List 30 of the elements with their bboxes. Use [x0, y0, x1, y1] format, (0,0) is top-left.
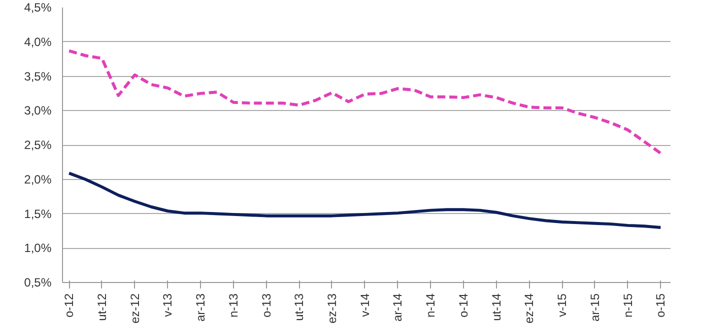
line-series — [68, 49, 662, 155]
y-tick-label: 3,0% — [24, 104, 52, 118]
line-series — [68, 172, 662, 229]
x-tick-label: ez-14 — [522, 293, 536, 324]
y-tick-label: 4,5% — [24, 0, 52, 14]
x-tick-label: ez-12 — [128, 293, 142, 324]
x-tick-label: ar-14 — [390, 293, 405, 322]
y-tick-label: 0,5% — [24, 276, 52, 290]
x-tick-label: o-12 — [62, 293, 76, 318]
y-tick-label: 2,0% — [24, 172, 52, 186]
x-tick-label: ut-13 — [292, 293, 306, 321]
y-tick-label: 2,5% — [24, 138, 52, 152]
x-tick-label: ez-13 — [324, 293, 339, 324]
x-tick-label: ar-15 — [588, 293, 602, 322]
x-tick-label: ut-12 — [94, 293, 109, 321]
x-tick-label: ar-13 — [194, 293, 208, 322]
x-tick-label: v-14 — [358, 293, 372, 317]
y-tick-label: 4,0% — [24, 34, 52, 49]
y-tick-label: 3,5% — [24, 69, 52, 84]
x-tick-label: o-14 — [456, 293, 470, 318]
x-tick-label: n-15 — [620, 293, 635, 318]
x-tick-label: v-13 — [160, 293, 175, 317]
y-tick-label: 1,5% — [24, 206, 52, 221]
x-tick-label: n-14 — [424, 293, 438, 318]
y-tick-label: 1,0% — [24, 241, 52, 256]
x-tick-label: ut-14 — [489, 293, 504, 321]
x-tick-label: o-15 — [654, 293, 668, 318]
x-tick-label: n-13 — [226, 293, 240, 318]
x-tick-label: v-15 — [555, 293, 570, 317]
x-tick-label: o-13 — [259, 293, 274, 318]
